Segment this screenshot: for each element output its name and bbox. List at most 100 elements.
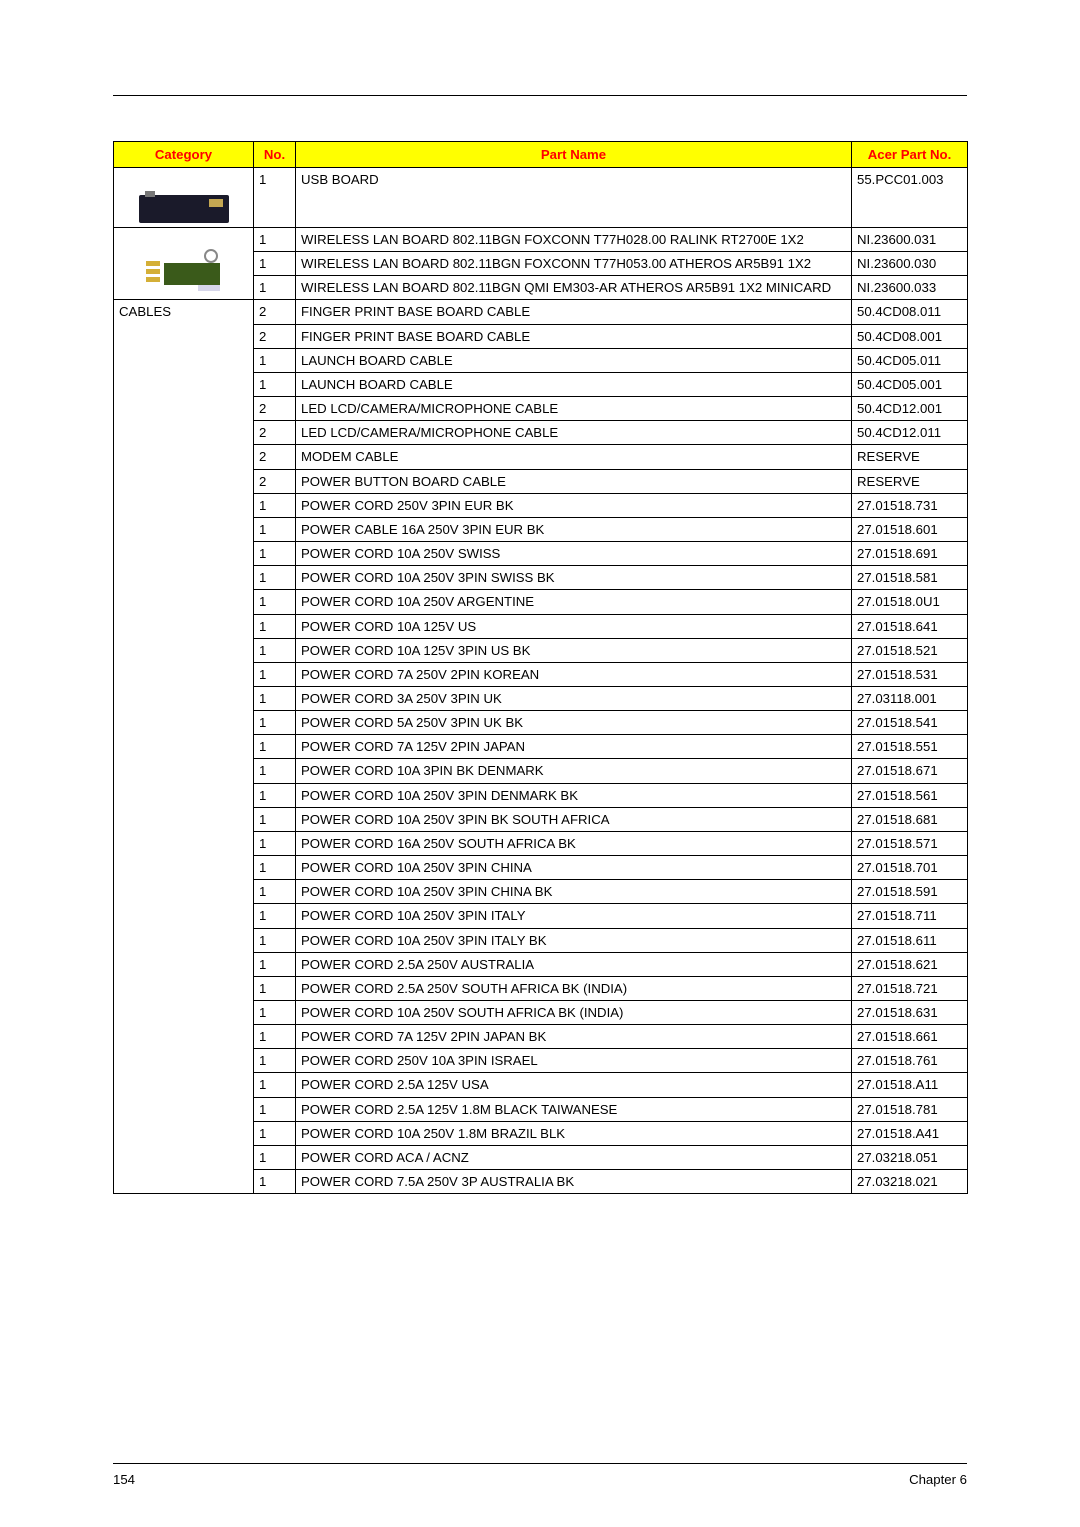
acer-part-cell: 27.01518.521 xyxy=(852,638,968,662)
no-cell: 1 xyxy=(254,904,296,928)
part-name-cell: POWER CORD 2.5A 125V USA xyxy=(296,1073,852,1097)
acer-part-cell: 27.01518.641 xyxy=(852,614,968,638)
part-name-cell: MODEM CABLE xyxy=(296,445,852,469)
acer-part-cell: 27.01518.721 xyxy=(852,976,968,1000)
acer-part-cell: 27.01518.541 xyxy=(852,711,968,735)
no-cell: 1 xyxy=(254,348,296,372)
part-name-cell: FINGER PRINT BASE BOARD CABLE xyxy=(296,300,852,324)
acer-part-cell: 27.01518.691 xyxy=(852,542,968,566)
part-name-cell: POWER CORD 16A 250V SOUTH AFRICA BK xyxy=(296,831,852,855)
part-name-cell: WIRELESS LAN BOARD 802.11BGN FOXCONN T77… xyxy=(296,228,852,252)
part-name-cell: LED LCD/CAMERA/MICROPHONE CABLE xyxy=(296,397,852,421)
no-cell: 1 xyxy=(254,686,296,710)
no-cell: 1 xyxy=(254,662,296,686)
no-cell: 1 xyxy=(254,542,296,566)
acer-part-cell: 27.01518.761 xyxy=(852,1049,968,1073)
no-cell: 1 xyxy=(254,976,296,1000)
acer-part-cell: 27.01518.A11 xyxy=(852,1073,968,1097)
part-name-cell: USB BOARD xyxy=(296,168,852,228)
part-name-cell: POWER CORD 3A 250V 3PIN UK xyxy=(296,686,852,710)
acer-part-cell: 27.01518.581 xyxy=(852,566,968,590)
acer-part-cell: 27.01518.601 xyxy=(852,517,968,541)
no-cell: 1 xyxy=(254,880,296,904)
table-row: 1WIRELESS LAN BOARD 802.11BGN FOXCONN T7… xyxy=(114,228,968,252)
part-name-cell: POWER CORD 7.5A 250V 3P AUSTRALIA BK xyxy=(296,1170,852,1194)
part-name-cell: POWER CORD 10A 250V 3PIN CHINA BK xyxy=(296,880,852,904)
no-cell: 1 xyxy=(254,1097,296,1121)
acer-part-cell: RESERVE xyxy=(852,469,968,493)
acer-part-cell: 27.01518.611 xyxy=(852,928,968,952)
part-name-cell: POWER CABLE 16A 250V 3PIN EUR BK xyxy=(296,517,852,541)
acer-part-cell: 50.4CD12.011 xyxy=(852,421,968,445)
part-name-cell: LED LCD/CAMERA/MICROPHONE CABLE xyxy=(296,421,852,445)
usb-board-icon xyxy=(139,195,229,223)
no-cell: 1 xyxy=(254,735,296,759)
no-cell: 1 xyxy=(254,1049,296,1073)
no-cell: 1 xyxy=(254,517,296,541)
acer-part-cell: 27.03218.051 xyxy=(852,1145,968,1169)
part-name-cell: POWER CORD 10A 250V 3PIN ITALY BK xyxy=(296,928,852,952)
col-header-category: Category xyxy=(114,142,254,168)
page: Category No. Part Name Acer Part No. 1 US… xyxy=(0,0,1080,1527)
part-name-cell: POWER CORD 10A 250V ARGENTINE xyxy=(296,590,852,614)
acer-part-cell: 27.01518.701 xyxy=(852,856,968,880)
wlan-card-icon xyxy=(146,253,222,293)
part-name-cell: POWER CORD 7A 125V 2PIN JAPAN xyxy=(296,735,852,759)
category-cell xyxy=(114,228,254,300)
part-name-cell: POWER CORD 2.5A 125V 1.8M BLACK TAIWANES… xyxy=(296,1097,852,1121)
acer-part-cell: NI.23600.031 xyxy=(852,228,968,252)
no-cell: 1 xyxy=(254,711,296,735)
no-cell: 1 xyxy=(254,372,296,396)
col-header-part-name: Part Name xyxy=(296,142,852,168)
no-cell: 2 xyxy=(254,469,296,493)
acer-part-cell: 27.01518.531 xyxy=(852,662,968,686)
footer-page-number: 154 xyxy=(113,1472,135,1487)
part-name-cell: POWER CORD 10A 250V 3PIN CHINA xyxy=(296,856,852,880)
acer-part-cell: 27.01518.591 xyxy=(852,880,968,904)
no-cell: 1 xyxy=(254,856,296,880)
part-name-cell: POWER CORD 10A 250V SWISS xyxy=(296,542,852,566)
acer-part-cell: 27.03118.001 xyxy=(852,686,968,710)
category-cell: CABLES xyxy=(114,300,254,1194)
no-cell: 1 xyxy=(254,807,296,831)
part-name-cell: POWER CORD ACA / ACNZ xyxy=(296,1145,852,1169)
col-header-acer-part: Acer Part No. xyxy=(852,142,968,168)
acer-part-cell: 50.4CD05.011 xyxy=(852,348,968,372)
part-name-cell: POWER CORD 250V 3PIN EUR BK xyxy=(296,493,852,517)
page-footer: 154 Chapter 6 xyxy=(113,1463,967,1487)
no-cell: 1 xyxy=(254,831,296,855)
no-cell: 1 xyxy=(254,1025,296,1049)
acer-part-cell: 27.01518.621 xyxy=(852,952,968,976)
no-cell: 1 xyxy=(254,1073,296,1097)
no-cell: 1 xyxy=(254,590,296,614)
col-header-no: No. xyxy=(254,142,296,168)
acer-part-cell: RESERVE xyxy=(852,445,968,469)
part-name-cell: WIRELESS LAN BOARD 802.11BGN QMI EM303-A… xyxy=(296,276,852,300)
acer-part-cell: 27.01518.671 xyxy=(852,759,968,783)
part-name-cell: WIRELESS LAN BOARD 802.11BGN FOXCONN T77… xyxy=(296,252,852,276)
acer-part-cell: 27.01518.731 xyxy=(852,493,968,517)
part-name-cell: POWER CORD 7A 250V 2PIN KOREAN xyxy=(296,662,852,686)
part-name-cell: POWER BUTTON BOARD CABLE xyxy=(296,469,852,493)
acer-part-cell: 27.01518.571 xyxy=(852,831,968,855)
acer-part-cell: 27.01518.711 xyxy=(852,904,968,928)
acer-part-cell: 27.01518.631 xyxy=(852,1001,968,1025)
no-cell: 1 xyxy=(254,638,296,662)
no-cell: 1 xyxy=(254,1001,296,1025)
top-rule xyxy=(113,95,967,96)
no-cell: 1 xyxy=(254,168,296,228)
part-name-cell: LAUNCH BOARD CABLE xyxy=(296,348,852,372)
acer-part-cell: 27.01518.681 xyxy=(852,807,968,831)
no-cell: 2 xyxy=(254,397,296,421)
acer-part-cell: 50.4CD05.001 xyxy=(852,372,968,396)
acer-part-cell: 50.4CD12.001 xyxy=(852,397,968,421)
part-name-cell: POWER CORD 7A 125V 2PIN JAPAN BK xyxy=(296,1025,852,1049)
parts-table: Category No. Part Name Acer Part No. 1 US… xyxy=(113,141,968,1194)
part-name-cell: POWER CORD 10A 250V 3PIN SWISS BK xyxy=(296,566,852,590)
part-name-cell: LAUNCH BOARD CABLE xyxy=(296,372,852,396)
no-cell: 1 xyxy=(254,952,296,976)
part-name-cell: POWER CORD 5A 250V 3PIN UK BK xyxy=(296,711,852,735)
acer-part-cell: 27.01518.A41 xyxy=(852,1121,968,1145)
acer-part-cell: 27.01518.0U1 xyxy=(852,590,968,614)
part-name-cell: POWER CORD 10A 250V 3PIN DENMARK BK xyxy=(296,783,852,807)
